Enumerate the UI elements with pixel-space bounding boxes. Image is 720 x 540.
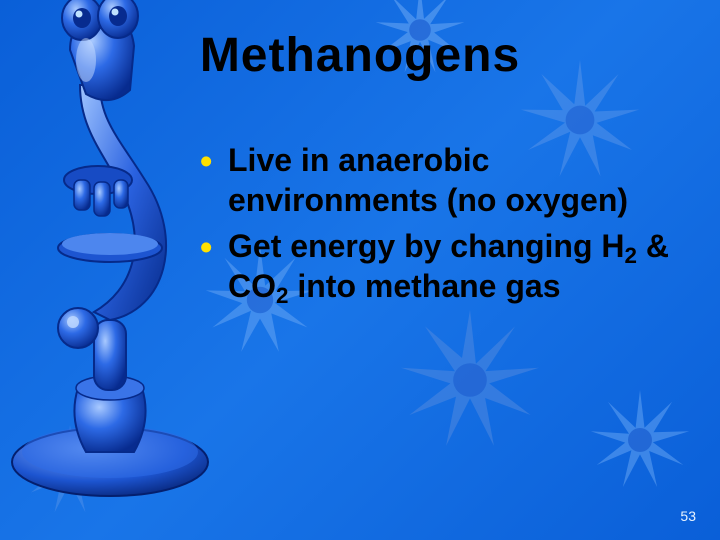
slide-title: Methanogens [0, 28, 720, 83]
bullet-list: Live in anaerobic environments (no oxyge… [200, 140, 700, 312]
background-cell-shape [400, 310, 540, 450]
page-number: 53 [680, 508, 696, 524]
bullet-item: Get energy by changing H2 & CO2 into met… [200, 226, 700, 306]
background-cell-shape [590, 390, 690, 490]
bullet-item: Live in anaerobic environments (no oxyge… [200, 140, 700, 220]
